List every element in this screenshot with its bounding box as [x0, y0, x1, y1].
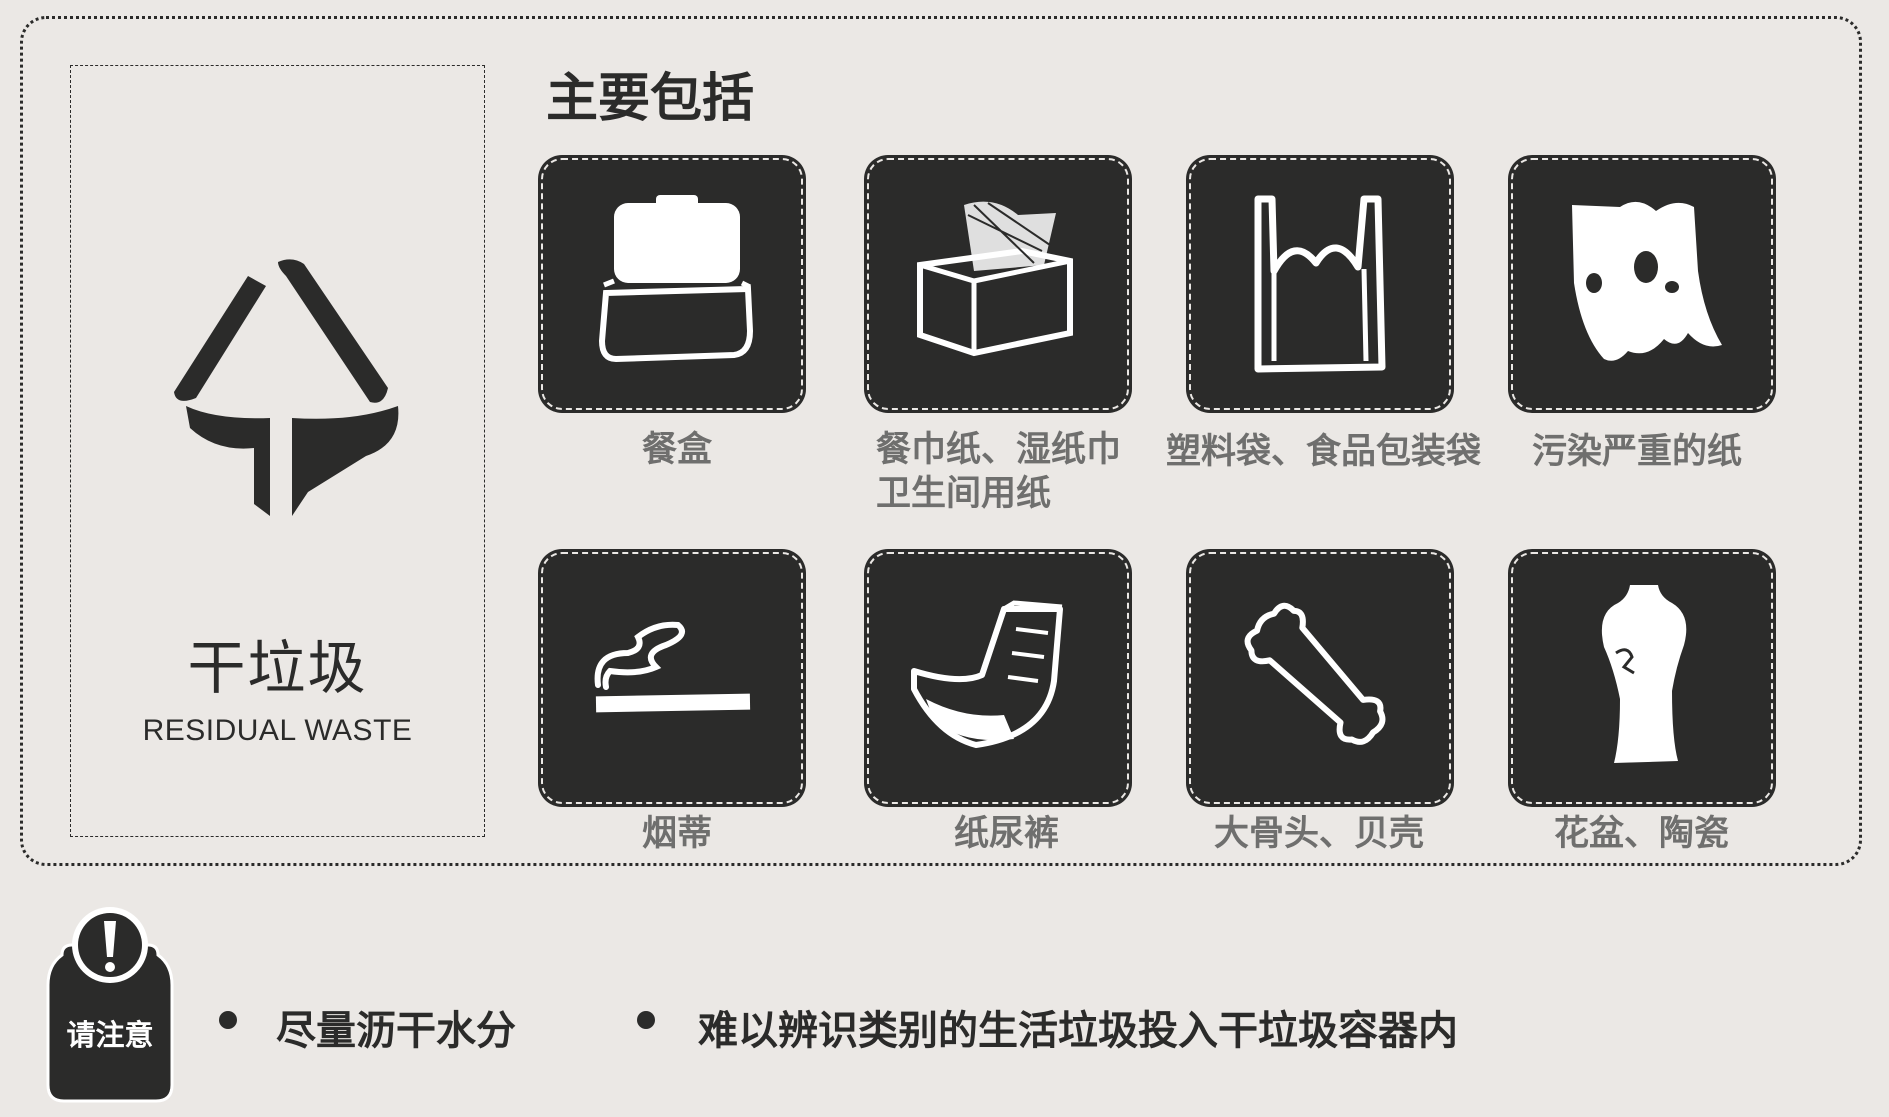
- tissue-box-icon: [917, 201, 1073, 357]
- item-caption-vase: 花盆、陶瓷: [1554, 814, 1730, 854]
- notice-badge: [46, 907, 174, 1103]
- exclamation-icon: [72, 907, 148, 983]
- item-caption-bone: 大骨头、贝壳: [1214, 814, 1425, 854]
- cigarette-butt-icon: [594, 621, 751, 713]
- item-caption-plastic-bag: 塑料袋、食品包装袋: [1166, 432, 1482, 472]
- item-tile-dirty-paper: [1508, 155, 1776, 413]
- bone-icon: [1244, 602, 1386, 745]
- item-tile-diaper: [864, 549, 1132, 807]
- tip-drain-water: 尽量沥干水分: [276, 1008, 516, 1054]
- diaper-icon: [911, 600, 1063, 748]
- plastic-bag-icon: [1254, 195, 1386, 373]
- item-tile-bone: [1186, 549, 1454, 807]
- notice-label: 请注意: [66, 1018, 154, 1052]
- item-caption-tissue-line2: 卫生间用纸: [876, 474, 1052, 514]
- category-name: 干垃圾: [187, 634, 368, 702]
- item-caption-diaper: 纸尿裤: [954, 814, 1060, 854]
- residual-waste-icon: [174, 259, 399, 516]
- section-title: 主要包括: [546, 69, 755, 129]
- item-caption-dirty-paper: 污染严重的纸: [1532, 432, 1743, 472]
- tip-bullet: [219, 1011, 237, 1029]
- vase-icon: [1601, 585, 1687, 763]
- tip-unidentified-waste: 难以辨识类别的生活垃圾投入干垃圾容器内: [698, 1008, 1458, 1054]
- item-caption-tissue-line1: 餐巾纸、湿纸巾: [876, 430, 1122, 470]
- item-tile-tissue-box: [864, 155, 1132, 413]
- category-name-en: RESIDUAL WASTE: [142, 714, 413, 747]
- item-tile-plastic-bag: [1186, 155, 1454, 413]
- main-frame: [20, 16, 1862, 866]
- item-tile-lunch-box: [538, 155, 806, 413]
- item-caption-cigarette-butt: 烟蒂: [642, 814, 713, 854]
- item-tile-vase: [1508, 549, 1776, 807]
- lunch-box-icon: [598, 195, 754, 363]
- dirty-paper-icon: [1572, 201, 1722, 361]
- item-caption-lunch-box: 餐盒: [642, 430, 713, 470]
- category-panel: 干垃圾 RESIDUAL WASTE: [70, 65, 485, 837]
- tip-bullet: [637, 1011, 655, 1029]
- item-tile-cigarette-butt: [538, 549, 806, 807]
